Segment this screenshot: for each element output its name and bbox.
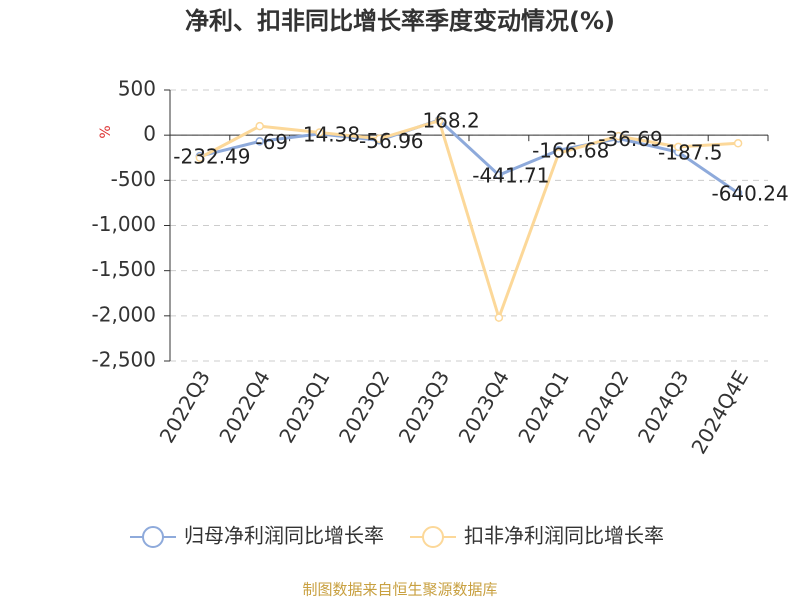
- y-tick-label: 0: [143, 122, 156, 146]
- data-point: [434, 116, 444, 125]
- data-point: [195, 153, 205, 162]
- y-axis-label: %: [98, 125, 114, 138]
- data-point: [554, 148, 563, 158]
- source-note: 制图数据来自恒生聚源数据库: [302, 581, 497, 599]
- series-line: [199, 118, 739, 323]
- x-tick-label: 2023Q2: [334, 366, 394, 447]
- x-tick-label: 2024Q3: [633, 366, 693, 447]
- data-point: [494, 170, 504, 180]
- y-tick-label: -2,500: [92, 348, 156, 372]
- data-label: -187.5: [658, 141, 722, 165]
- legend-label: 归母净利润同比增长率: [184, 524, 384, 548]
- data-point: [614, 131, 623, 141]
- data-label: 14.38: [303, 122, 360, 146]
- data-label: -56.96: [359, 129, 423, 153]
- data-label: -232.49: [173, 145, 250, 169]
- data-label: -36.69: [598, 127, 662, 151]
- data-label: -69: [255, 130, 288, 154]
- series-line: [199, 118, 739, 195]
- x-tick-label: 2024Q4E: [686, 366, 753, 458]
- data-point: [375, 134, 384, 144]
- legend-marker: [142, 526, 164, 548]
- data-label: 168.2: [422, 108, 479, 132]
- data-point: [494, 313, 504, 322]
- data-point: [674, 142, 683, 152]
- y-tick-label: -1,500: [92, 257, 156, 281]
- data-label: -640.24: [711, 182, 788, 206]
- y-tick-label: -2,000: [92, 302, 156, 326]
- x-tick-label: 2024Q2: [573, 366, 633, 447]
- data-point: [255, 137, 264, 146]
- legend-label: 扣非净利润同比增长率: [464, 524, 664, 548]
- chart-title: 净利、扣非同比增长率季度变动情况(%): [185, 7, 615, 35]
- legend-marker: [422, 526, 444, 548]
- x-tick-label: 2024Q1: [513, 366, 573, 447]
- y-tick-label: -1,000: [92, 212, 156, 236]
- data-label: -166.68: [532, 139, 609, 163]
- x-tick-label: 2023Q4: [454, 366, 514, 447]
- data-label: -441.71: [472, 164, 549, 188]
- x-tick-label: 2023Q3: [394, 366, 454, 447]
- data-point: [315, 128, 324, 137]
- y-tick-label: -500: [111, 167, 156, 191]
- data-point: [733, 188, 743, 198]
- x-tick-label: 2022Q3: [155, 366, 215, 447]
- x-tick-label: 2022Q4: [214, 366, 274, 447]
- x-tick-label: 2023Q1: [274, 366, 334, 447]
- data-point: [255, 121, 264, 131]
- data-point: [733, 139, 743, 148]
- y-tick-label: 500: [118, 77, 156, 101]
